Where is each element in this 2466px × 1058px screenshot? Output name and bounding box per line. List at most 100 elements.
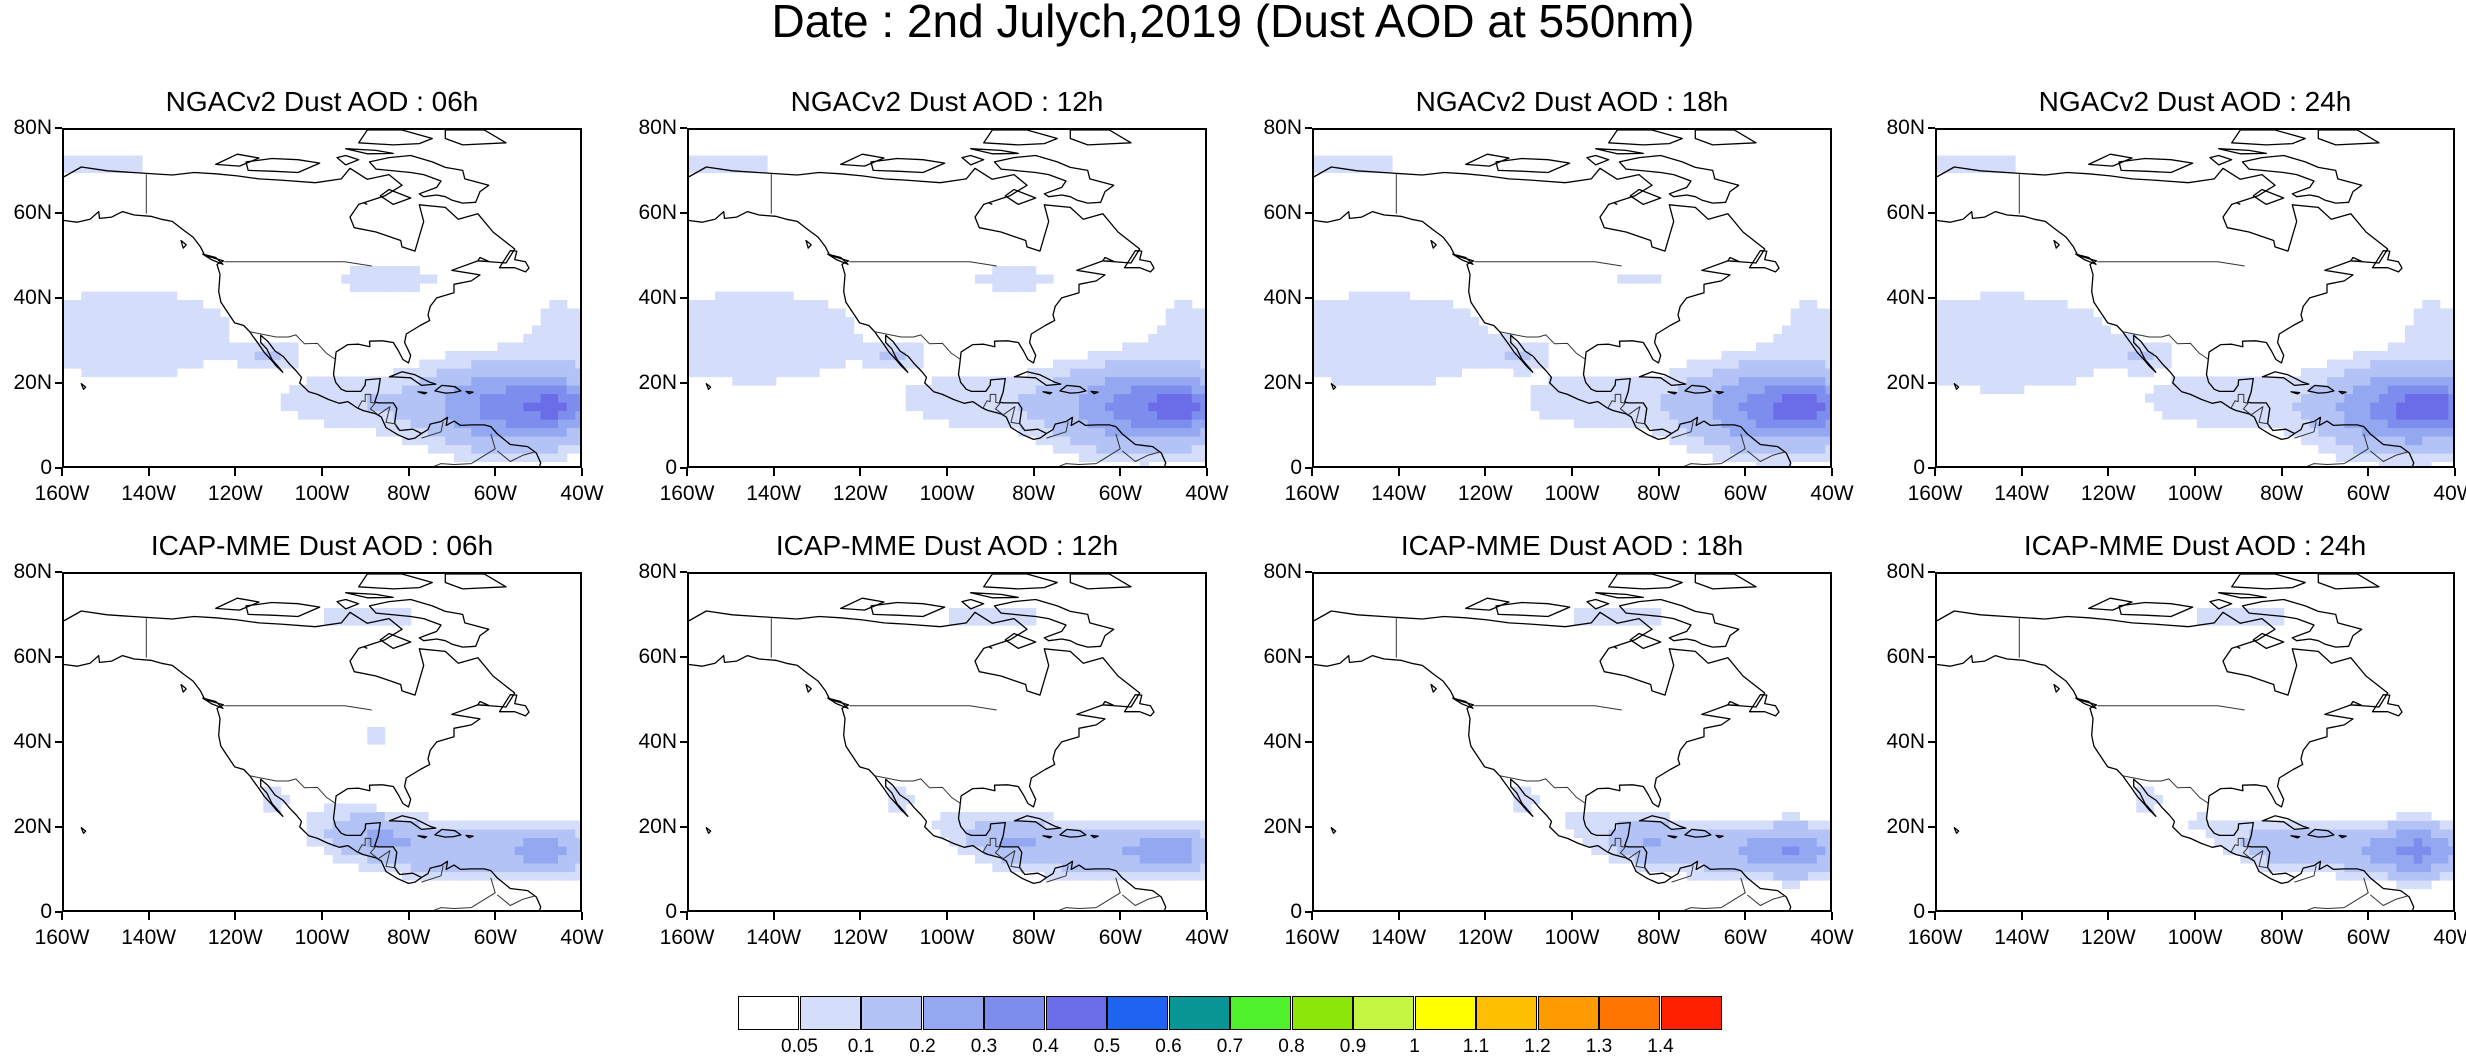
colorbar-label: 1.4 bbox=[1647, 1036, 1674, 1057]
colorbar-swatch bbox=[1599, 996, 1660, 1030]
colorbar-swatch bbox=[1476, 996, 1537, 1030]
lon-tick-label: 80W bbox=[387, 926, 431, 949]
lon-tick-label: 100W bbox=[1544, 482, 1600, 505]
lon-tick-label: 140W bbox=[121, 482, 177, 505]
lon-tick bbox=[2020, 912, 2023, 920]
lon-tick-label: 160W bbox=[1284, 926, 1340, 949]
lon-tick bbox=[321, 912, 323, 920]
lat-tick bbox=[55, 127, 62, 129]
lon-tick bbox=[407, 468, 410, 476]
lat-tick-label: 60N bbox=[13, 645, 52, 668]
lon-tick bbox=[2107, 912, 2110, 920]
lat-tick-label: 60N bbox=[638, 645, 677, 668]
lon-tick bbox=[1311, 912, 1313, 920]
lat-tick-label: 40N bbox=[1886, 730, 1925, 753]
lat-tick bbox=[680, 826, 687, 828]
lon-tick-label: 80W bbox=[2260, 926, 2304, 949]
lat-tick-label: 40N bbox=[13, 286, 52, 309]
lon-tick-label: 140W bbox=[1371, 482, 1427, 505]
panel-title: ICAP-MME Dust AOD : 24h bbox=[2023, 530, 2367, 561]
lon-tick bbox=[1206, 468, 1208, 476]
colorbar-label: 0.3 bbox=[970, 1036, 998, 1057]
main-title: Date : 2nd Julych,2019 (Dust AOD at 550n… bbox=[771, 0, 1695, 47]
lat-tick-label: 80N bbox=[13, 116, 52, 139]
lat-tick bbox=[1305, 212, 1312, 214]
lat-tick bbox=[55, 382, 62, 384]
coastlines bbox=[64, 574, 542, 910]
lat-tick bbox=[1305, 826, 1312, 828]
lon-tick bbox=[2194, 468, 2196, 476]
lon-tick-label: 100W bbox=[2167, 926, 2223, 949]
lat-tick-label: 20N bbox=[1263, 815, 1302, 838]
lon-tick bbox=[772, 468, 775, 476]
lon-tick-label: 60W bbox=[2346, 482, 2390, 505]
dust-aod-map bbox=[1937, 130, 2453, 466]
lat-tick-label: 60N bbox=[1263, 201, 1302, 224]
lon-tick bbox=[2020, 468, 2023, 476]
map-area bbox=[1312, 128, 1832, 468]
country-borders bbox=[145, 618, 535, 910]
lat-tick bbox=[680, 297, 687, 299]
lat-tick bbox=[1305, 467, 1312, 469]
lat-tick bbox=[1928, 297, 1935, 299]
lat-tick-label: 40N bbox=[1886, 286, 1925, 309]
lon-tick-label: 140W bbox=[1994, 926, 2050, 949]
lat-tick bbox=[680, 571, 687, 573]
lon-tick bbox=[1657, 912, 1660, 920]
coastlines bbox=[1937, 574, 2415, 910]
lat-tick-label: 60N bbox=[638, 201, 677, 224]
lon-tick-label: 140W bbox=[746, 482, 802, 505]
lat-tick-label: 0 bbox=[40, 900, 52, 923]
dust-aod-map bbox=[689, 130, 1205, 466]
lon-tick bbox=[1397, 912, 1400, 920]
map-area bbox=[687, 572, 1207, 912]
lat-tick-label: 20N bbox=[1263, 371, 1302, 394]
colorbar-label: 0.4 bbox=[1032, 1036, 1059, 1057]
lat-tick-label: 40N bbox=[638, 286, 677, 309]
panel-title: ICAP-MME Dust AOD : 12h bbox=[775, 530, 1119, 561]
lon-tick bbox=[61, 912, 63, 920]
lat-tick bbox=[1928, 911, 1935, 913]
coastlines bbox=[1314, 130, 1792, 466]
map-area bbox=[62, 572, 582, 912]
lat-tick-label: 80N bbox=[1263, 560, 1302, 583]
lat-tick-label: 20N bbox=[638, 371, 677, 394]
country-borders bbox=[770, 174, 1160, 466]
colorbar-label: 0.8 bbox=[1278, 1036, 1305, 1057]
map-panel: NGACv2 Dust AOD : 24h 80N 60N 40N 20N 0 160W 14… bbox=[1873, 86, 2466, 546]
lon-tick bbox=[1831, 468, 1833, 476]
colorbar-swatch bbox=[984, 996, 1045, 1030]
lon-tick bbox=[1571, 912, 1573, 920]
lon-tick bbox=[686, 912, 688, 920]
colorbar-label: 0.05 bbox=[781, 1036, 818, 1057]
lon-tick-label: 40W bbox=[560, 482, 604, 505]
colorbar-label: 1.1 bbox=[1462, 1036, 1490, 1057]
lat-tick-label: 80N bbox=[1886, 116, 1925, 139]
colorbar-label: 1.3 bbox=[1585, 1036, 1613, 1057]
lat-tick bbox=[55, 911, 62, 913]
lat-tick-label: 0 bbox=[1913, 456, 1925, 479]
country-borders bbox=[1395, 618, 1785, 910]
lon-tick-label: 160W bbox=[34, 926, 90, 949]
lon-tick bbox=[1934, 468, 1936, 476]
lon-tick bbox=[859, 912, 862, 920]
lat-tick-label: 60N bbox=[1886, 201, 1925, 224]
lat-tick-label: 0 bbox=[1913, 900, 1925, 923]
aod-shading bbox=[64, 155, 580, 463]
lon-tick-label: 60W bbox=[1098, 926, 1142, 949]
lat-tick bbox=[680, 467, 687, 469]
country-borders bbox=[1395, 174, 1785, 466]
lat-tick-label: 80N bbox=[1263, 116, 1302, 139]
colorbar-swatch bbox=[1107, 996, 1168, 1030]
lat-tick-label: 20N bbox=[638, 815, 677, 838]
lon-tick-label: 40W bbox=[2433, 926, 2466, 949]
lon-tick-label: 120W bbox=[207, 482, 263, 505]
lat-tick-label: 60N bbox=[1886, 645, 1925, 668]
lat-tick-label: 40N bbox=[1263, 286, 1302, 309]
lat-tick bbox=[1928, 826, 1935, 828]
lat-tick bbox=[1305, 297, 1312, 299]
lon-tick-label: 40W bbox=[560, 926, 604, 949]
lon-tick bbox=[494, 912, 497, 920]
lat-tick-label: 40N bbox=[638, 730, 677, 753]
lat-tick bbox=[1305, 911, 1312, 913]
